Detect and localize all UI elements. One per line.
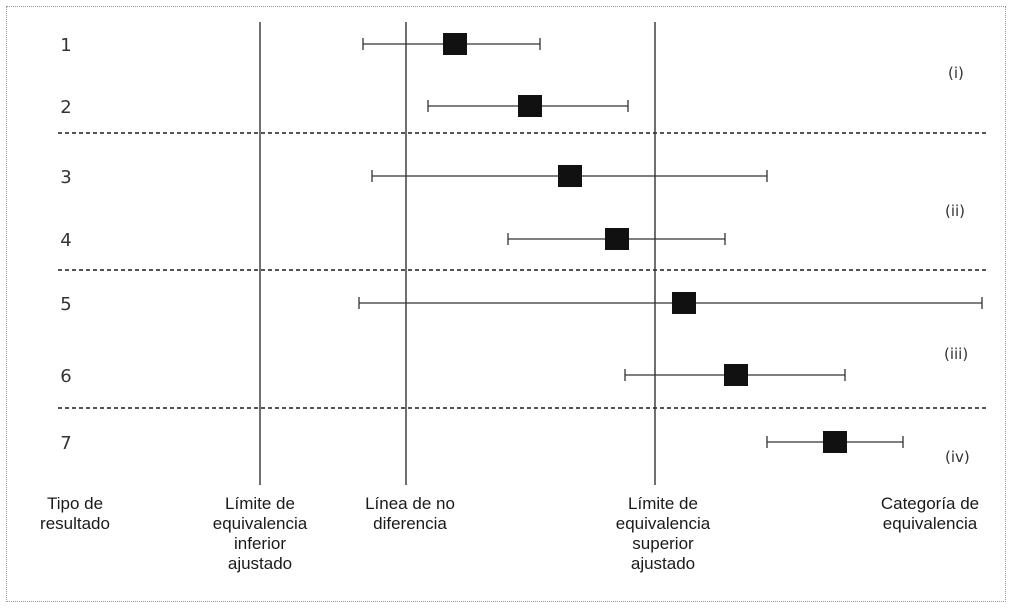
- category-label-iv: (iv): [945, 448, 970, 466]
- point-estimate-3: [558, 165, 582, 187]
- row-label-5: 5: [60, 294, 71, 315]
- category-label-i: (i): [948, 64, 964, 82]
- diagram-frame: [6, 6, 1006, 602]
- row-label-2: 2: [60, 97, 71, 118]
- no-difference-line-label: Línea de no diferencia: [365, 494, 455, 533]
- row-label-3: 3: [60, 167, 71, 188]
- point-estimate-4: [605, 228, 629, 250]
- row-label-7: 7: [60, 433, 71, 454]
- point-estimate-7: [823, 431, 847, 453]
- category-label-ii: (ii): [945, 202, 966, 220]
- row-label-4: 4: [60, 230, 71, 251]
- lower-equivalence-limit-label: Límite de equivalencia inferior ajustado: [212, 494, 308, 573]
- upper-equivalence-limit-label: Límite de equivalencia superior ajustado: [615, 494, 711, 573]
- row-label-6: 6: [60, 366, 71, 387]
- point-estimate-2: [518, 95, 542, 117]
- point-estimate-1: [443, 33, 467, 55]
- point-estimate-5: [672, 292, 696, 314]
- result-type-label: Tipo de resultado: [40, 494, 110, 533]
- equivalence-category-label: Categoría de equivalencia: [880, 494, 980, 533]
- category-label-iii: (iii): [944, 345, 969, 363]
- row-label-1: 1: [60, 35, 71, 56]
- point-estimate-6: [724, 364, 748, 386]
